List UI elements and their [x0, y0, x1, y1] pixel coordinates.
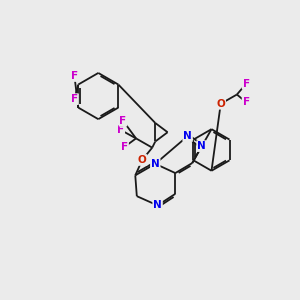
Text: N: N — [151, 159, 160, 169]
Text: O: O — [138, 155, 147, 165]
Text: F: F — [121, 142, 128, 152]
Text: F: F — [243, 79, 250, 89]
Text: F: F — [71, 71, 78, 81]
Text: N: N — [197, 141, 206, 151]
Text: F: F — [243, 97, 250, 107]
Text: N: N — [153, 200, 162, 210]
Text: O: O — [216, 99, 225, 109]
Text: N: N — [183, 131, 192, 141]
Text: F: F — [119, 116, 127, 126]
Text: F: F — [117, 125, 124, 135]
Text: F: F — [71, 94, 78, 104]
